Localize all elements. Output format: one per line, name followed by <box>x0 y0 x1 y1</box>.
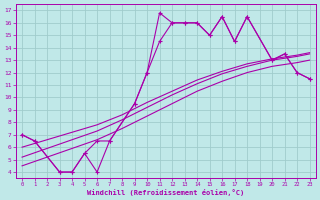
X-axis label: Windchill (Refroidissement éolien,°C): Windchill (Refroidissement éolien,°C) <box>87 189 244 196</box>
